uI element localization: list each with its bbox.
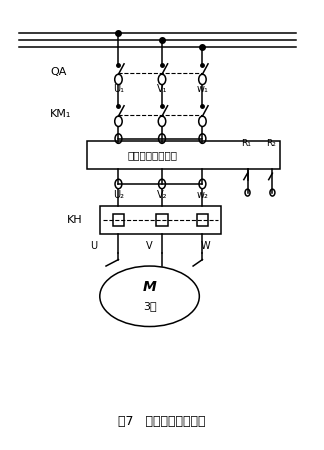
Text: KH: KH <box>67 215 83 225</box>
Circle shape <box>199 134 206 144</box>
Circle shape <box>158 179 166 189</box>
Text: QA: QA <box>50 67 66 76</box>
Circle shape <box>115 179 122 189</box>
Bar <box>156 214 168 225</box>
Text: V: V <box>146 241 153 251</box>
Text: w₂: w₂ <box>196 190 208 200</box>
Text: w₁: w₁ <box>196 84 208 94</box>
Text: W: W <box>201 241 210 251</box>
Bar <box>100 206 221 234</box>
Circle shape <box>199 179 206 189</box>
Text: V₂: V₂ <box>157 190 167 200</box>
Text: 3～: 3～ <box>143 301 156 311</box>
Text: U₂: U₂ <box>113 190 124 200</box>
Circle shape <box>115 134 122 144</box>
Text: 图7   不带旁路的一次图: 图7 不带旁路的一次图 <box>118 415 206 428</box>
Circle shape <box>158 134 166 144</box>
Bar <box>197 214 208 225</box>
Bar <box>112 214 124 225</box>
Text: U: U <box>90 241 97 251</box>
Circle shape <box>245 189 250 196</box>
Circle shape <box>270 189 275 196</box>
Text: 电动机软启动装置: 电动机软启动装置 <box>128 150 178 160</box>
Text: R₁: R₁ <box>241 139 251 148</box>
Text: U₁: U₁ <box>113 84 124 94</box>
Text: V₁: V₁ <box>157 84 167 94</box>
Text: R₂: R₂ <box>266 139 276 148</box>
Text: KM₁: KM₁ <box>50 108 71 118</box>
Bar <box>87 141 280 169</box>
Text: M: M <box>143 280 156 294</box>
